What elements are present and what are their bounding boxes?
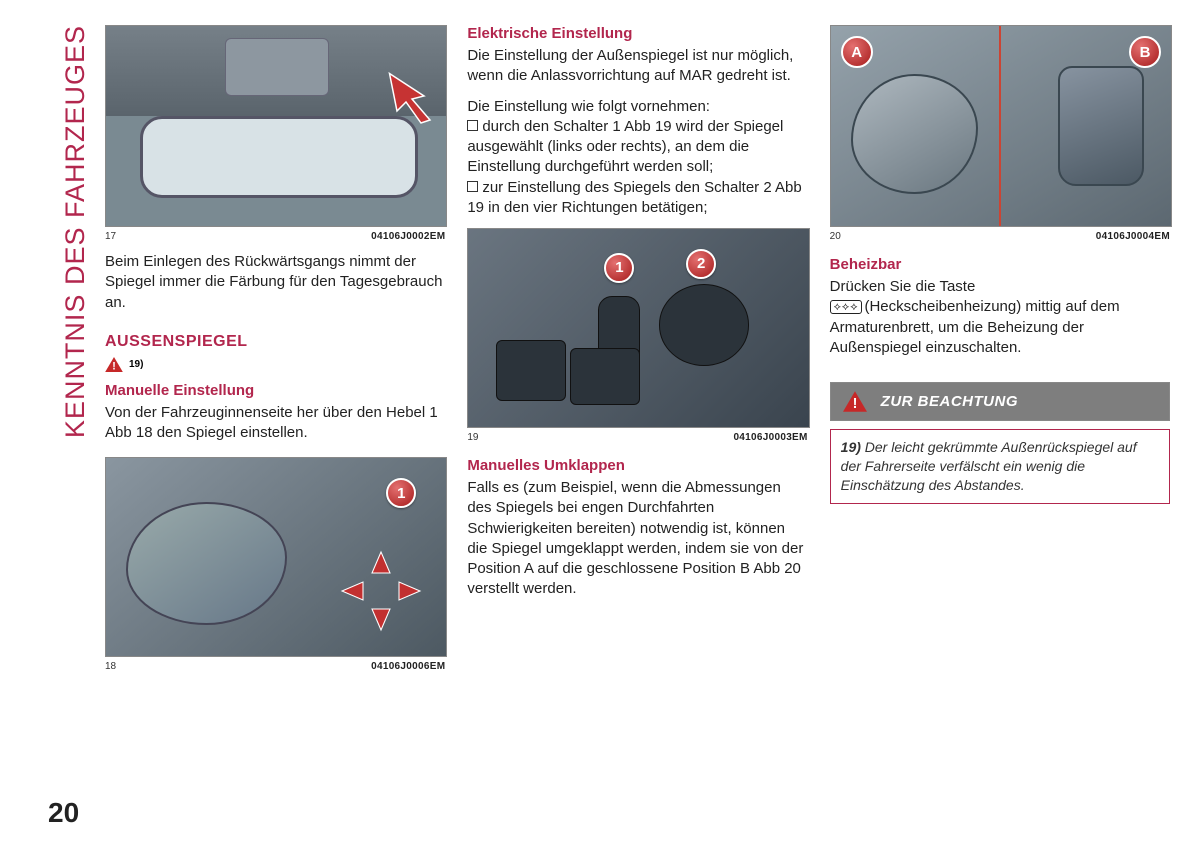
text: Die Einstellung wie folgt vornehmen:	[467, 98, 710, 115]
subheading-elektrische: Elektrische Einstellung	[467, 25, 807, 42]
warning-ref-number: 19)	[129, 359, 143, 370]
section-label: KENNTNIS DES FAHRZEUGES	[60, 25, 91, 438]
figure-number: 19	[467, 432, 478, 443]
figure-20-caption: 20 04106J0004EM	[830, 231, 1170, 242]
arrow-icon	[382, 66, 442, 126]
paragraph: Die Einstellung wie folgt vornehmen: dur…	[467, 97, 807, 219]
figure-code: 04106J0006EM	[371, 661, 445, 672]
manual-page: KENNTNIS DES FAHRZEUGES 17 04106J0002EM …	[0, 0, 1200, 847]
badge-a: A	[841, 36, 873, 68]
warning-triangle-icon: !	[105, 357, 123, 372]
rear-defrost-icon: ⟡⟡⟡	[830, 300, 863, 314]
figure-18: 1	[105, 457, 447, 657]
subheading-manuelle: Manuelle Einstellung	[105, 382, 445, 399]
figure-code: 04106J0002EM	[371, 231, 445, 242]
arrows-4way-icon	[336, 546, 426, 636]
heading-aussenspiegel: AUSSENSPIEGEL	[105, 333, 445, 351]
paragraph: Die Einstellung der Außenspiegel ist nur…	[467, 46, 807, 87]
figure-19-caption: 19 04106J0003EM	[467, 432, 807, 443]
figure-code: 04106J0003EM	[733, 432, 807, 443]
figure-17	[105, 25, 447, 227]
paragraph: Von der Fahrzeuginnenseite her über den …	[105, 403, 445, 444]
warning-triangle-icon: !	[843, 391, 867, 412]
svg-text:!: !	[852, 396, 857, 412]
figure-number: 20	[830, 231, 841, 242]
bullet-box-icon	[467, 181, 478, 192]
note-ref: 19)	[841, 439, 861, 455]
subheading-beheizbar: Beheizbar	[830, 256, 1170, 273]
bullet-box-icon	[467, 120, 478, 131]
figure-17-caption: 17 04106J0002EM	[105, 231, 445, 242]
figure-19: 1 2	[467, 228, 809, 428]
page-number: 20	[48, 797, 79, 829]
figure-number: 17	[105, 231, 116, 242]
content-columns: 17 04106J0002EM Beim Einlegen des Rückwä…	[105, 25, 1170, 790]
notice-box: ! ZUR BEACHTUNG	[830, 382, 1170, 421]
text: (Heckscheibenheizung) mittig auf dem Arm…	[830, 298, 1120, 356]
figure-code: 04106J0004EM	[1096, 231, 1170, 242]
text: zur Einstellung des Spiegels den Schalte…	[467, 179, 801, 216]
paragraph: Falls es (zum Beispiel, wenn die Abmessu…	[467, 478, 807, 600]
figure-18-caption: 18 04106J0006EM	[105, 661, 445, 672]
text: Drücken Sie die Taste	[830, 278, 976, 295]
badge-b: B	[1129, 36, 1161, 68]
paragraph: Beim Einlegen des Rückwärtsgangs nimmt d…	[105, 252, 445, 313]
warning-note: 19) Der leicht gekrümmte Außenrückspiege…	[830, 429, 1170, 504]
notice-title: ZUR BEACHTUNG	[881, 393, 1018, 410]
text: durch den Schalter 1 Abb 19 wird der Spi…	[467, 118, 783, 176]
svg-text:!: !	[112, 360, 116, 372]
warning-reference: ! 19)	[105, 357, 445, 372]
figure-20: A B	[830, 25, 1172, 227]
subheading-umklappen: Manuelles Umklappen	[467, 457, 807, 474]
column-3: A B 20 04106J0004EM Beheizbar Drücken Si…	[830, 25, 1170, 790]
note-body: Der leicht gekrümmte Außenrückspiegel au…	[841, 439, 1137, 493]
column-2: Elektrische Einstellung Die Einstellung …	[467, 25, 807, 790]
callout-2: 2	[686, 249, 716, 279]
figure-number: 18	[105, 661, 116, 672]
column-1: 17 04106J0002EM Beim Einlegen des Rückwä…	[105, 25, 445, 790]
paragraph: Drücken Sie die Taste ⟡⟡⟡(Heckscheibenhe…	[830, 277, 1170, 358]
